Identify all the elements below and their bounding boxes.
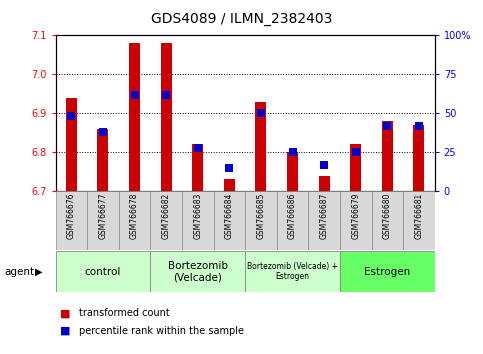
Point bbox=[68, 114, 75, 119]
Text: GSM766686: GSM766686 bbox=[288, 193, 297, 239]
Text: ■: ■ bbox=[60, 326, 71, 336]
Text: GSM766679: GSM766679 bbox=[351, 193, 360, 239]
Bar bbox=[56, 191, 87, 250]
Bar bbox=[287, 152, 298, 191]
Bar bbox=[371, 191, 403, 250]
Text: GDS4089 / ILMN_2382403: GDS4089 / ILMN_2382403 bbox=[151, 12, 332, 27]
Bar bbox=[66, 98, 77, 191]
Bar bbox=[245, 251, 340, 292]
Bar bbox=[340, 191, 371, 250]
Point bbox=[99, 129, 107, 135]
Point bbox=[415, 123, 423, 129]
Text: GSM766676: GSM766676 bbox=[67, 193, 76, 239]
Text: GSM766684: GSM766684 bbox=[225, 193, 234, 239]
Bar bbox=[150, 191, 182, 250]
Bar bbox=[213, 191, 245, 250]
Bar bbox=[56, 251, 150, 292]
Bar bbox=[382, 121, 393, 191]
Bar bbox=[413, 125, 425, 191]
Text: Bortezomib
(Velcade): Bortezomib (Velcade) bbox=[168, 261, 227, 282]
Text: ■: ■ bbox=[60, 308, 71, 318]
Bar bbox=[403, 191, 435, 250]
Text: percentile rank within the sample: percentile rank within the sample bbox=[79, 326, 244, 336]
Text: transformed count: transformed count bbox=[79, 308, 170, 318]
Text: Bortezomib (Velcade) +
Estrogen: Bortezomib (Velcade) + Estrogen bbox=[247, 262, 338, 281]
Bar bbox=[308, 191, 340, 250]
Bar bbox=[277, 191, 308, 250]
Text: GSM766681: GSM766681 bbox=[414, 193, 424, 239]
Text: GSM766682: GSM766682 bbox=[162, 193, 170, 239]
Bar bbox=[224, 179, 235, 191]
Text: control: control bbox=[85, 267, 121, 277]
Point bbox=[226, 165, 233, 171]
Bar bbox=[182, 191, 213, 250]
Text: Estrogen: Estrogen bbox=[364, 267, 411, 277]
Point bbox=[162, 92, 170, 97]
Bar bbox=[192, 144, 203, 191]
Text: GSM766677: GSM766677 bbox=[99, 193, 107, 239]
Bar bbox=[87, 191, 119, 250]
Bar bbox=[98, 129, 109, 191]
Text: GSM766687: GSM766687 bbox=[320, 193, 328, 239]
Point bbox=[384, 123, 391, 129]
Text: GSM766683: GSM766683 bbox=[193, 193, 202, 239]
Point bbox=[320, 162, 328, 167]
Text: GSM766678: GSM766678 bbox=[130, 193, 139, 239]
Text: GSM766680: GSM766680 bbox=[383, 193, 392, 239]
Bar bbox=[245, 191, 277, 250]
Bar bbox=[129, 43, 140, 191]
Bar bbox=[319, 176, 329, 191]
Point bbox=[131, 92, 139, 97]
Point bbox=[194, 145, 201, 150]
Bar bbox=[119, 191, 150, 250]
Point bbox=[289, 149, 297, 155]
Bar bbox=[340, 251, 435, 292]
Text: ▶: ▶ bbox=[35, 267, 43, 276]
Text: GSM766685: GSM766685 bbox=[256, 193, 266, 239]
Bar bbox=[350, 144, 361, 191]
Point bbox=[352, 149, 359, 155]
Bar bbox=[161, 43, 171, 191]
Bar bbox=[150, 251, 245, 292]
Point bbox=[257, 110, 265, 116]
Bar bbox=[256, 102, 267, 191]
Text: agent: agent bbox=[5, 267, 35, 276]
